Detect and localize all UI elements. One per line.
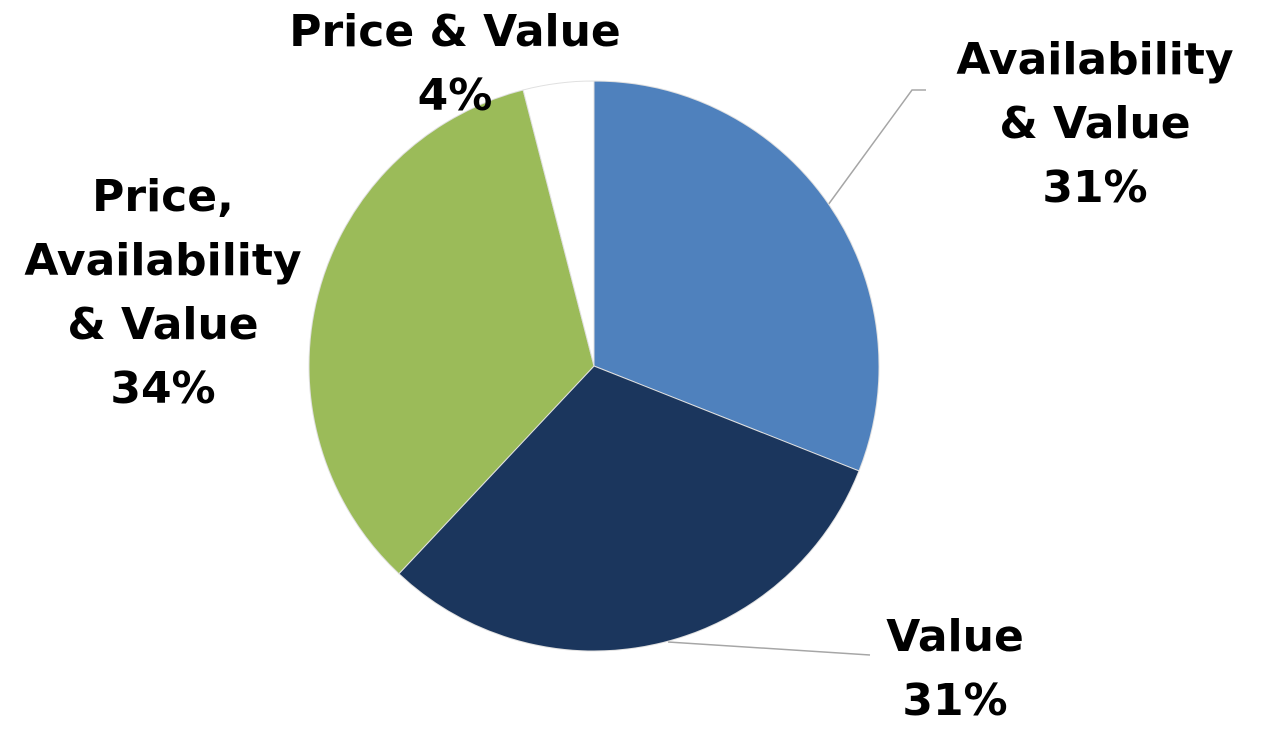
category-label: Price & Value xyxy=(289,6,621,57)
data-label: Price, Availability & Value 34% xyxy=(3,165,323,421)
pie-slice xyxy=(308,89,595,575)
value-label: 31% xyxy=(1042,162,1148,213)
value-label: 4% xyxy=(417,70,493,121)
value-label: 34% xyxy=(110,363,216,414)
pie-slice xyxy=(522,80,595,367)
leader-line xyxy=(827,89,926,206)
data-label: Value 31% xyxy=(830,605,1080,733)
category-label: Availability & Value xyxy=(956,34,1234,149)
data-label: Price & Value 4% xyxy=(225,0,685,128)
pie-slice xyxy=(398,365,860,652)
leader-line xyxy=(667,641,871,656)
pie-slice xyxy=(593,80,880,472)
category-label: Value xyxy=(886,611,1024,662)
category-label: Price, Availability & Value xyxy=(24,171,302,350)
value-label: 31% xyxy=(902,675,1008,726)
data-label: Availability & Value 31% xyxy=(935,28,1255,220)
